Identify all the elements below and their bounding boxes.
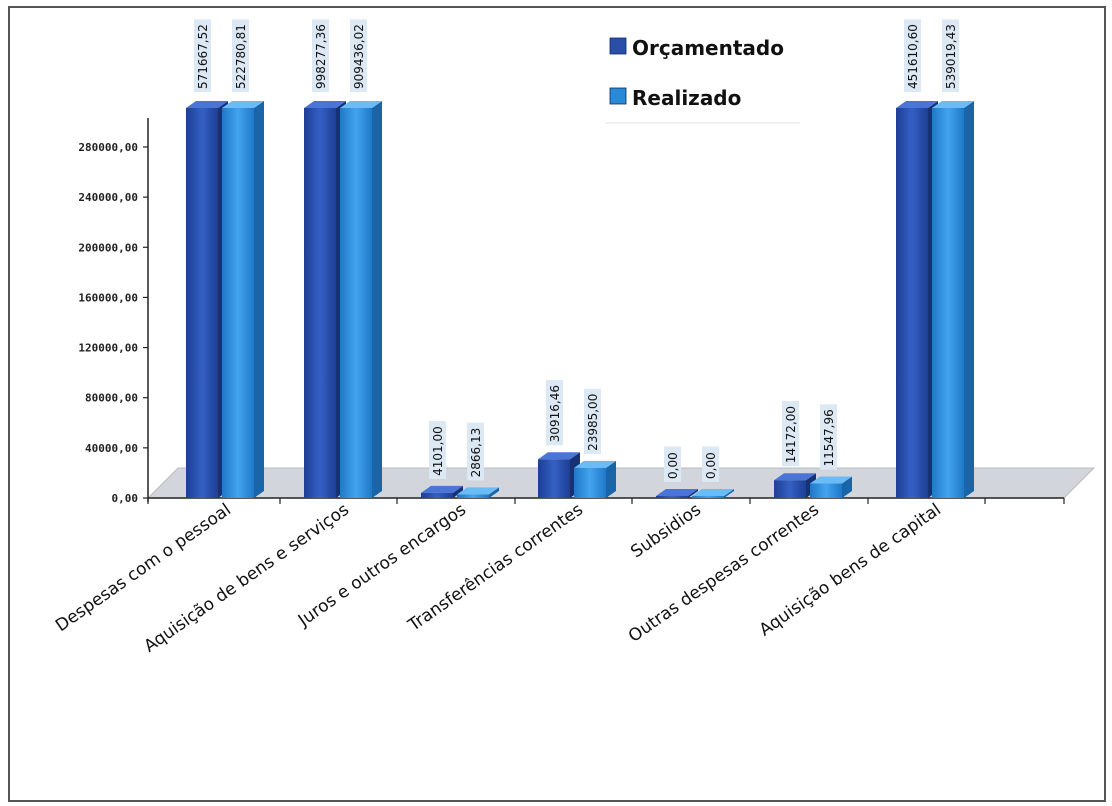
data-label-bg [664, 446, 681, 482]
legend: Orçamentado Realizado [605, 36, 800, 124]
category-label: Outras despesas correntes [625, 500, 823, 647]
legend-swatch [609, 87, 627, 105]
bar-side [453, 485, 463, 498]
bar-top [421, 485, 463, 493]
data-label: 539019,43 [942, 19, 959, 92]
data-label-text: 23985,00 [586, 394, 600, 451]
y-tick-label: 40000,00 [85, 442, 138, 455]
legend-swatch [609, 37, 627, 55]
data-label: 4101,00 [429, 421, 446, 479]
bar-orcamentado [186, 108, 218, 498]
data-labels: 571667,52 522780,81 998277,36 909436,02 4101… [194, 19, 959, 482]
data-label-bg [232, 19, 249, 92]
bar-realizado [932, 108, 964, 498]
bar-top [304, 101, 346, 108]
y-tick-label: 160000,00 [78, 291, 138, 304]
bar-top [896, 101, 938, 108]
bar-realizado [574, 467, 606, 498]
data-label-text: 2866,13 [469, 428, 483, 478]
bar-side [606, 460, 616, 498]
bar-top [186, 101, 228, 108]
bar-top [574, 460, 616, 468]
data-label: 0,00 [702, 446, 719, 482]
bar-side [724, 489, 734, 498]
bar-orcamentado [656, 496, 688, 498]
data-label-text: 451610,60 [906, 24, 920, 89]
data-label-bg [702, 446, 719, 482]
data-label: 11547,96 [820, 404, 837, 470]
bar-top [656, 489, 698, 496]
category-label: Aquisição de bens e serviços [140, 500, 352, 657]
bar-side [842, 476, 852, 498]
data-label: 451610,60 [904, 19, 921, 92]
data-label-bg [467, 422, 484, 481]
y-tick-label: 80000,00 [85, 392, 138, 405]
bar-top [538, 452, 580, 460]
bar-side [254, 101, 264, 498]
y-tick-label: 240000,00 [78, 191, 138, 204]
data-label-bg [312, 19, 329, 92]
data-label: 0,00 [664, 446, 681, 482]
data-label: 2866,13 [467, 422, 484, 481]
bar-top [932, 101, 974, 108]
bar-side [489, 487, 499, 498]
bar-side [688, 489, 698, 498]
y-tick-label: 280000,00 [78, 141, 138, 154]
bar-top [774, 473, 816, 481]
legend-label: Orçamentado [632, 36, 784, 60]
data-label: 998277,36 [312, 19, 329, 92]
data-label-bg [194, 19, 211, 92]
data-label-bg [546, 380, 563, 446]
bar-realizado [457, 494, 489, 498]
data-label: 14172,00 [782, 401, 799, 467]
bar-top [222, 101, 264, 108]
data-label: 522780,81 [232, 19, 249, 92]
legend-label: Realizado [632, 86, 741, 110]
data-label-text: 30916,46 [548, 385, 562, 442]
category-label: Subsidios [627, 500, 705, 563]
data-label: 571667,52 [194, 19, 211, 92]
y-tick-label: 0,00 [112, 492, 139, 505]
data-label-bg [584, 388, 601, 454]
data-label-text: 0,00 [704, 452, 718, 479]
bar-realizado [810, 483, 842, 498]
bars-layer [186, 101, 974, 498]
data-label-text: 0,00 [666, 452, 680, 479]
data-label-text: 539019,43 [944, 24, 958, 89]
bar-orcamentado [538, 459, 570, 498]
data-label-text: 571667,52 [196, 24, 210, 89]
bar-top [692, 489, 734, 496]
data-label-bg [942, 19, 959, 92]
data-label-text: 909436,02 [352, 24, 366, 89]
data-label-text: 522780,81 [234, 24, 248, 89]
bar-top [340, 101, 382, 108]
y-tick-label: 200000,00 [78, 241, 138, 254]
data-label: 23985,00 [584, 388, 601, 454]
bar-top [810, 476, 852, 484]
bar-side [964, 101, 974, 498]
data-label-text: 4101,00 [431, 426, 445, 476]
bar-realizado [692, 496, 724, 498]
data-label-text: 14172,00 [784, 406, 798, 463]
bar-realizado [340, 108, 372, 498]
data-label-text: 11547,96 [822, 409, 836, 466]
data-label-bg [782, 401, 799, 467]
bar-realizado [222, 108, 254, 498]
data-label: 909436,02 [350, 19, 367, 92]
y-tick-label: 120000,00 [78, 342, 138, 355]
data-label-bg [904, 19, 921, 92]
bar-orcamentado [304, 108, 336, 498]
bar-top [457, 487, 499, 495]
data-label: 30916,46 [546, 380, 563, 446]
bar-orcamentado [896, 108, 928, 498]
data-label-text: 998277,36 [314, 24, 328, 89]
data-label-bg [429, 421, 446, 479]
data-label-bg [350, 19, 367, 92]
bar-orcamentado [774, 480, 806, 498]
bar-orcamentado [421, 492, 453, 498]
data-label-bg [820, 404, 837, 470]
bar-side [372, 101, 382, 498]
